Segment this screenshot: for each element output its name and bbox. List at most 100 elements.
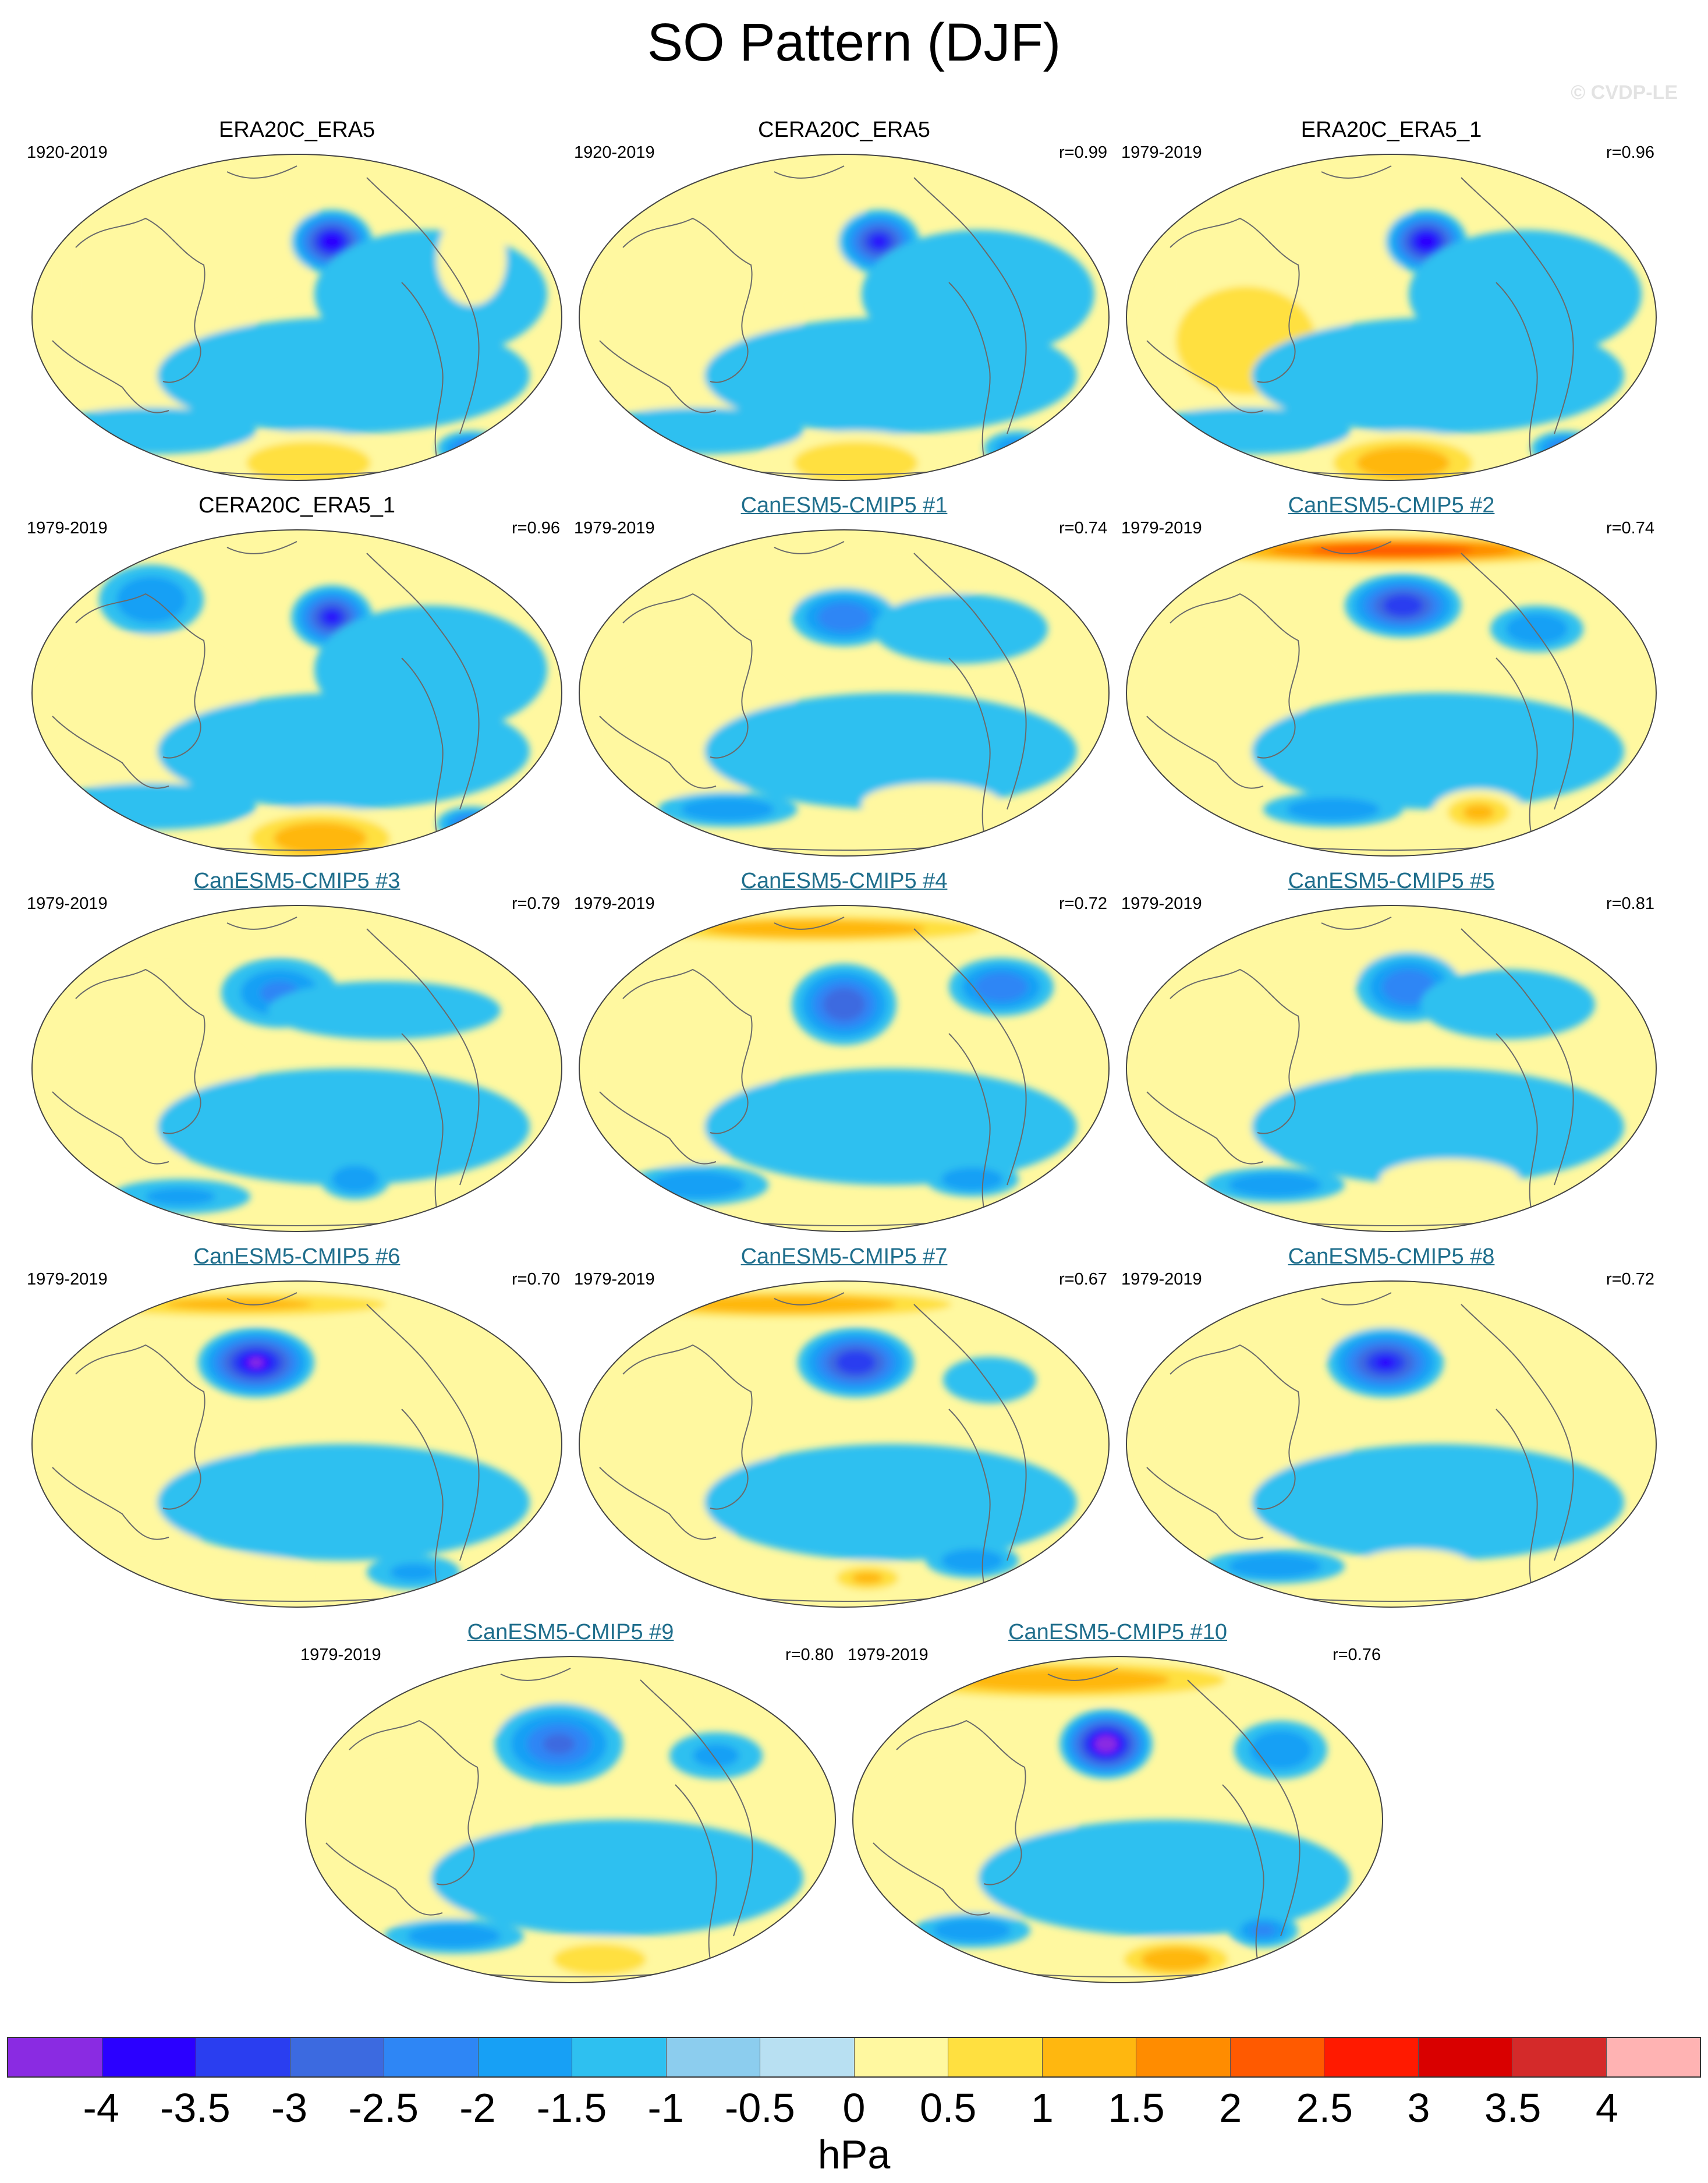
panel-title: CanESM5-CMIP5 #1 xyxy=(740,493,948,518)
map-panel: CanESM5-CMIP5 #3 1979-2019 r=0.79 xyxy=(23,868,570,1240)
colorbar-tick-label: -1.5 xyxy=(536,2085,607,2131)
colorbar-tick-label: -2 xyxy=(459,2085,496,2131)
map-panel: CanESM5-CMIP5 #2 1979-2019 r=0.74 xyxy=(1118,492,1665,865)
map-panel: CanESM5-CMIP5 #9 1979-2019 r=0.80 xyxy=(297,1619,844,1991)
colorbar-tick-label: -3.5 xyxy=(160,2085,231,2131)
panel-title: CanESM5-CMIP5 #6 xyxy=(193,1244,401,1269)
colorbar-tick-label: 0.5 xyxy=(920,2085,977,2131)
colorbar-swatch xyxy=(760,2038,855,2076)
colorbar-tick-label: -1 xyxy=(647,2085,684,2131)
colorbar-swatch xyxy=(572,2038,667,2076)
panel-correlation: r=0.74 xyxy=(1058,519,1107,537)
panel-title: CanESM5-CMIP5 #5 xyxy=(1288,869,1495,893)
colorbar-units: hPa xyxy=(817,2132,891,2177)
panel-correlation: r=0.96 xyxy=(1606,143,1654,162)
projection-map xyxy=(579,154,1110,481)
projection-map xyxy=(305,1656,836,1983)
panel-title: ERA20C_ERA5_1 xyxy=(1301,118,1482,142)
panel-correlation: r=0.72 xyxy=(1606,1270,1654,1289)
map-panel: CanESM5-CMIP5 #10 1979-2019 r=0.76 xyxy=(844,1619,1391,1991)
colorbar-swatch xyxy=(666,2038,760,2076)
colorbar-tick-label: 2 xyxy=(1219,2085,1242,2131)
colorbar-tick-label: 4 xyxy=(1595,2085,1618,2131)
map-panel: CanESM5-CMIP5 #8 1979-2019 r=0.72 xyxy=(1118,1243,1665,1616)
panel-period: 1979-2019 xyxy=(848,1646,929,1664)
colorbar-tick-label: 3 xyxy=(1407,2085,1430,2131)
panel-period: 1979-2019 xyxy=(574,894,655,913)
panel-title: CanESM5-CMIP5 #9 xyxy=(467,1620,674,1644)
colorbar-swatch xyxy=(1136,2038,1231,2076)
colorbar-tick-label: -3 xyxy=(271,2085,308,2131)
panel-title: CanESM5-CMIP5 #2 xyxy=(1288,493,1495,518)
figure-title: SO Pattern (DJF) xyxy=(647,13,1061,72)
colorbar-swatch xyxy=(948,2038,1043,2076)
projection-map xyxy=(579,1280,1110,1608)
panel-period: 1920-2019 xyxy=(27,143,108,162)
projection-map xyxy=(1126,1280,1657,1608)
panel-correlation: r=0.72 xyxy=(1058,894,1107,913)
panel-period: 1979-2019 xyxy=(27,519,108,537)
map-panel: CERA20C_ERA5_1 1979-2019 r=0.96 xyxy=(23,492,570,865)
colorbar-tick-label: 3.5 xyxy=(1484,2085,1542,2131)
map-panel: CanESM5-CMIP5 #6 1979-2019 r=0.70 xyxy=(23,1243,570,1616)
panel-correlation: r=0.81 xyxy=(1606,894,1654,913)
colorbar xyxy=(7,2037,1701,2078)
panel-title: CERA20C_ERA5_1 xyxy=(199,493,395,518)
panel-correlation: r=0.79 xyxy=(511,894,560,913)
colorbar-swatch xyxy=(8,2038,102,2076)
colorbar-tick-label: -0.5 xyxy=(725,2085,795,2131)
panel-title: CanESM5-CMIP5 #3 xyxy=(193,869,401,893)
panel-title: ERA20C_ERA5 xyxy=(218,118,375,142)
map-panel: CanESM5-CMIP5 #4 1979-2019 r=0.72 xyxy=(570,868,1118,1240)
panel-correlation: r=0.99 xyxy=(1058,143,1107,162)
panel-correlation: r=0.80 xyxy=(785,1646,834,1664)
colorbar-swatch xyxy=(290,2038,384,2076)
colorbar-swatch xyxy=(1324,2038,1419,2076)
colorbar-swatch xyxy=(478,2038,572,2076)
panel-title: CanESM5-CMIP5 #7 xyxy=(740,1244,948,1269)
map-panel: ERA20C_ERA5 1920-2019 xyxy=(23,116,570,489)
projection-map xyxy=(31,1280,562,1608)
panel-title: CanESM5-CMIP5 #4 xyxy=(740,869,948,893)
colorbar-swatch xyxy=(102,2038,196,2076)
colorbar-tick-label: 2.5 xyxy=(1296,2085,1353,2131)
colorbar-swatch xyxy=(1606,2038,1700,2076)
colorbar-swatch xyxy=(384,2038,479,2076)
colorbar-swatch xyxy=(1418,2038,1512,2076)
panel-correlation: r=0.67 xyxy=(1058,1270,1107,1289)
projection-map xyxy=(852,1656,1383,1983)
projection-map xyxy=(31,905,562,1232)
projection-map xyxy=(579,529,1110,857)
colorbar-tick-label: 1 xyxy=(1030,2085,1054,2131)
panel-correlation: r=0.76 xyxy=(1332,1646,1381,1664)
colorbar-tick-label: 0 xyxy=(842,2085,866,2131)
panel-period: 1920-2019 xyxy=(574,143,655,162)
colorbar-swatch xyxy=(1042,2038,1136,2076)
map-panel: CanESM5-CMIP5 #1 1979-2019 r=0.74 xyxy=(570,492,1118,865)
colorbar-tick-label: -4 xyxy=(83,2085,119,2131)
panel-period: 1979-2019 xyxy=(1121,894,1202,913)
projection-map xyxy=(1126,529,1657,857)
panel-title: CanESM5-CMIP5 #8 xyxy=(1288,1244,1495,1269)
map-panel: CanESM5-CMIP5 #7 1979-2019 r=0.67 xyxy=(570,1243,1118,1616)
panel-period: 1979-2019 xyxy=(1121,143,1202,162)
panel-correlation: r=0.74 xyxy=(1606,519,1654,537)
panel-period: 1979-2019 xyxy=(27,894,108,913)
panel-period: 1979-2019 xyxy=(27,1270,108,1289)
projection-map xyxy=(1126,905,1657,1232)
watermark: © CVDP-LE xyxy=(1571,82,1678,104)
panel-correlation: r=0.70 xyxy=(511,1270,560,1289)
colorbar-swatch xyxy=(1512,2038,1607,2076)
projection-map xyxy=(1126,154,1657,481)
panel-period: 1979-2019 xyxy=(574,519,655,537)
colorbar-swatch xyxy=(854,2038,948,2076)
colorbar-tick-label: -2.5 xyxy=(348,2085,419,2131)
colorbar-swatch xyxy=(1230,2038,1324,2076)
panel-period: 1979-2019 xyxy=(574,1270,655,1289)
map-panel: CERA20C_ERA5 1920-2019 r=0.99 xyxy=(570,116,1118,489)
map-panel: ERA20C_ERA5_1 1979-2019 r=0.96 xyxy=(1118,116,1665,489)
panel-title: CERA20C_ERA5 xyxy=(758,118,930,142)
panel-period: 1979-2019 xyxy=(1121,519,1202,537)
colorbar-swatch xyxy=(196,2038,290,2076)
map-panel: CanESM5-CMIP5 #5 1979-2019 r=0.81 xyxy=(1118,868,1665,1240)
